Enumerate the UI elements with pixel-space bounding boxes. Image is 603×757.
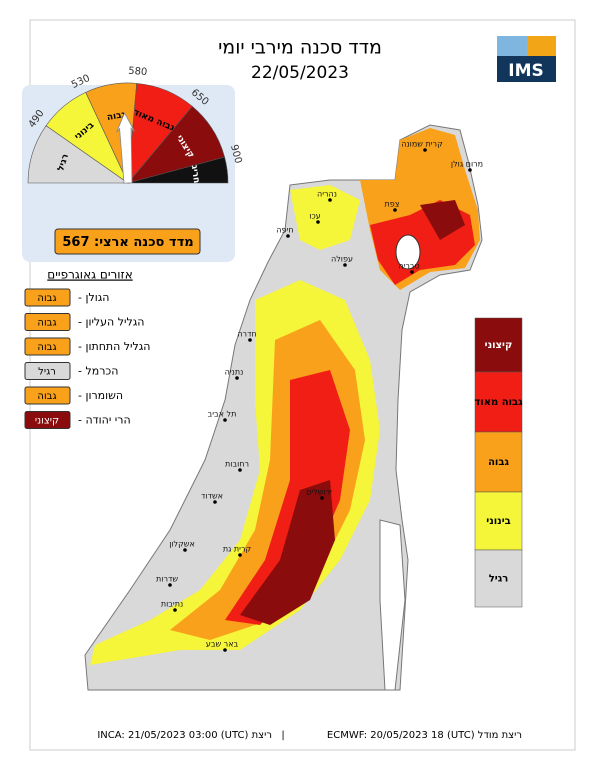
- region-level: קיצוני: [35, 416, 59, 427]
- legend-label: רגיל: [489, 574, 508, 585]
- logo-sun: [527, 36, 556, 56]
- gauge-tick-label: 900: [228, 143, 244, 164]
- city-dot: [173, 608, 177, 612]
- footer-inca: ריצת INCA: 21/05/2023 03:00 (UTC): [97, 730, 272, 741]
- city-dot: [316, 220, 320, 224]
- city-label: מרום גולן: [451, 160, 483, 169]
- logo: IMS: [497, 36, 556, 82]
- city-label: תל אביב: [208, 410, 237, 419]
- region-name: הגליל העליון -: [78, 316, 144, 329]
- city-label: חיפה: [276, 226, 293, 235]
- city-dot: [248, 338, 252, 342]
- index-box: [54, 228, 201, 255]
- city-dot: [320, 496, 324, 500]
- city-label: טבריה: [398, 262, 419, 271]
- city-dot: [168, 583, 172, 587]
- city-label: עכו: [309, 212, 320, 221]
- legend-swatch: [474, 491, 523, 551]
- region-level: גבוה: [37, 293, 56, 304]
- legend-label: גבוה: [488, 457, 509, 468]
- region-level: גבוה: [37, 318, 56, 329]
- legend-swatch: [474, 371, 523, 433]
- region-level: גבוה: [37, 391, 56, 402]
- city-dot: [423, 148, 427, 152]
- legend-swatch: [474, 549, 523, 608]
- city-dot: [410, 270, 414, 274]
- gauge-level-label: חריג: [189, 164, 201, 183]
- region-level: רגיל: [38, 367, 56, 378]
- logo-text: IMS: [508, 61, 544, 81]
- city-dot: [223, 418, 227, 422]
- index-value: 567: [62, 235, 89, 250]
- city-label: עפולה: [331, 255, 353, 264]
- city-label: רחובות: [225, 460, 249, 469]
- region-name: הגליל התחתון -: [78, 340, 150, 353]
- zone-darkred: [420, 200, 465, 240]
- gauge-tick-label: 580: [128, 66, 148, 79]
- city-label: נתיבות: [161, 600, 183, 609]
- city-label: באר שבע: [206, 640, 239, 649]
- legend-swatch: [474, 431, 523, 493]
- legend-swatch: [474, 317, 523, 373]
- region-name: הגולן -: [78, 291, 109, 304]
- city-label: צפת: [385, 200, 400, 209]
- city-dot: [238, 468, 242, 472]
- title: מדד סכנה מירבי יומי: [218, 37, 382, 59]
- region-name: השומרון -: [78, 389, 123, 402]
- city-dot: [183, 548, 187, 552]
- region-name: הרי יהודה -: [78, 414, 131, 427]
- city-dot: [235, 376, 239, 380]
- footer-model: ריצת מודל ECMWF: 20/05/2023 18 (UTC): [327, 730, 522, 741]
- legend-label: בינוני: [486, 516, 510, 527]
- region-badge: [24, 337, 71, 356]
- city-label: חדרה: [237, 330, 256, 339]
- city-label: ירושלים: [306, 488, 332, 497]
- city-label: נתניה: [225, 368, 244, 377]
- city-label: קרית גת: [223, 545, 252, 554]
- city-dot: [468, 168, 472, 172]
- region-badge: [24, 288, 71, 307]
- zone-yellow: [290, 185, 360, 250]
- region-badge: [24, 313, 71, 331]
- lake: [395, 234, 421, 270]
- city-dot: [393, 208, 397, 212]
- city-label: נהריה: [317, 190, 337, 199]
- city-dot: [328, 198, 332, 202]
- city-dot: [223, 648, 227, 652]
- region-badge: [24, 411, 71, 429]
- index-label: מדד סכנה ארצי:: [94, 235, 194, 250]
- city-label: אשדוד: [201, 492, 223, 501]
- dead-sea: [379, 519, 406, 691]
- region-level: גבוה: [37, 342, 56, 353]
- legend-label: גבוה מאוד: [474, 397, 523, 408]
- gauge-needle: [116, 112, 135, 184]
- legend-label: קיצוני: [485, 340, 513, 351]
- city-label: אשקלון: [169, 540, 195, 549]
- zone-darkred: [240, 480, 335, 625]
- city-dot: [286, 234, 290, 238]
- date: 22/05/2023: [251, 63, 349, 83]
- city-dot: [213, 500, 217, 504]
- regions-title: אזורים גאוגרפיים: [47, 268, 132, 282]
- zone-red: [225, 370, 350, 625]
- index-text: מדד סכנה ארצי: 567: [62, 235, 193, 250]
- region-badge: [24, 386, 71, 405]
- city-label: קרית שמונה: [401, 140, 443, 149]
- region-name: הכרמל -: [78, 365, 118, 378]
- gauge-segment: [127, 156, 229, 184]
- footer-separator: |: [281, 730, 284, 741]
- city-dot: [343, 263, 347, 267]
- logo-sky: [497, 36, 527, 56]
- city-dot: [238, 553, 242, 557]
- city-label: שדרות: [156, 575, 178, 584]
- region-badge: [24, 362, 71, 380]
